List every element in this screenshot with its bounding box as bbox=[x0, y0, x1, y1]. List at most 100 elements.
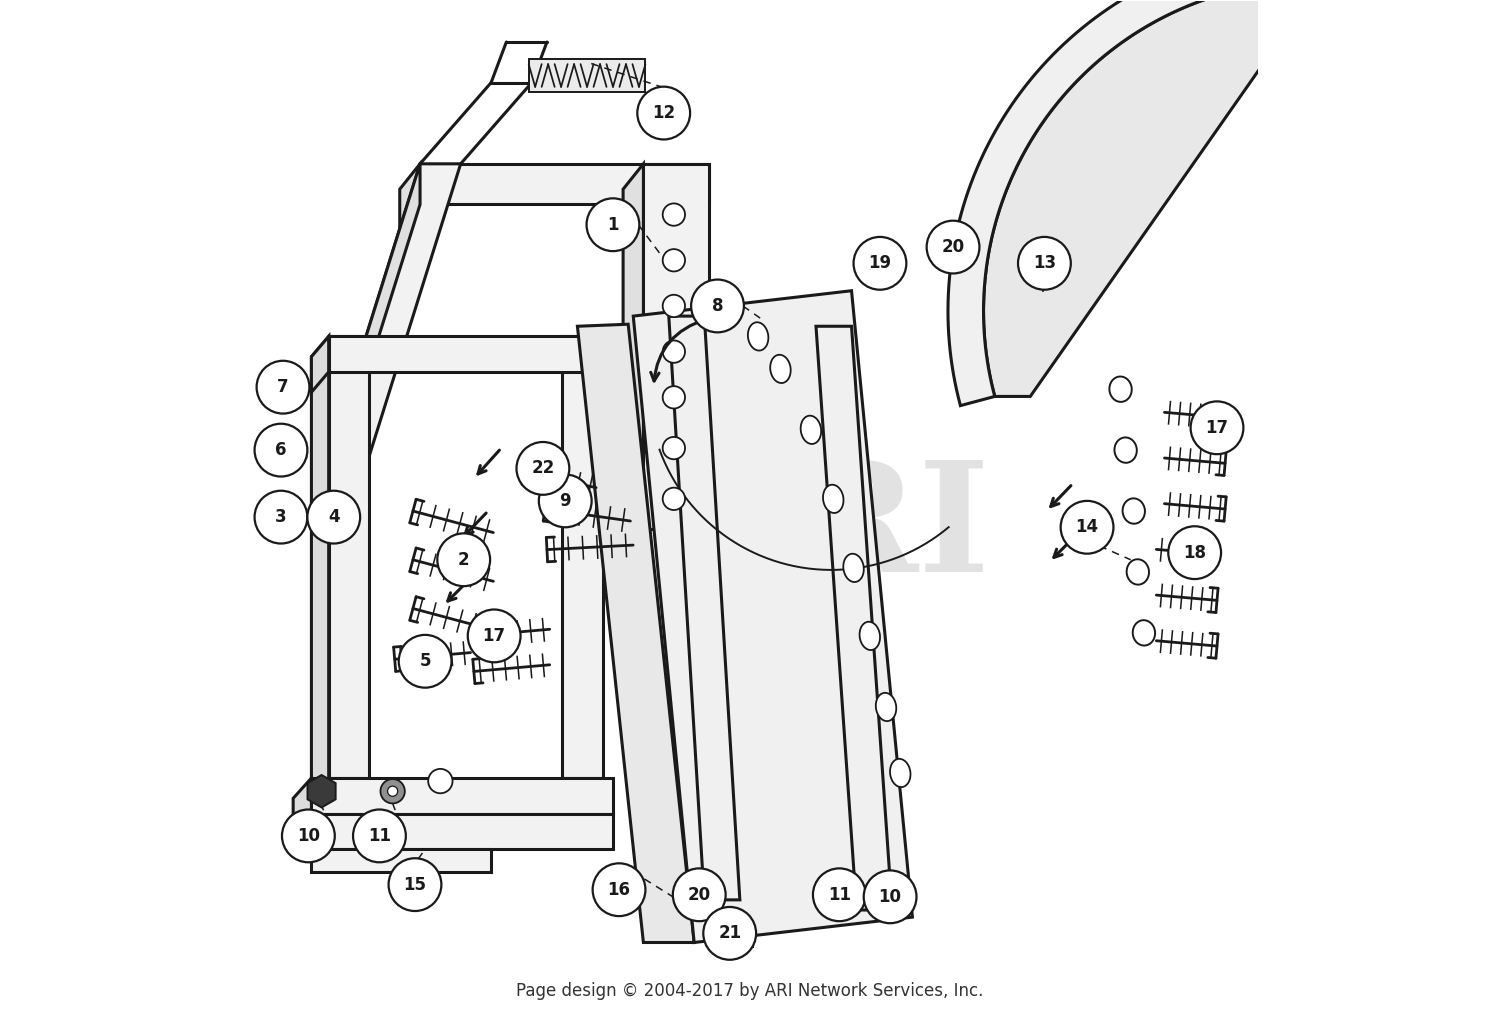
Polygon shape bbox=[952, 234, 975, 257]
Polygon shape bbox=[399, 164, 420, 230]
Circle shape bbox=[704, 907, 756, 960]
Polygon shape bbox=[984, 0, 1320, 396]
Circle shape bbox=[586, 199, 639, 251]
Circle shape bbox=[387, 786, 398, 796]
Polygon shape bbox=[312, 336, 328, 392]
Polygon shape bbox=[698, 886, 720, 908]
Ellipse shape bbox=[843, 554, 864, 582]
Polygon shape bbox=[562, 336, 603, 778]
Text: 10: 10 bbox=[297, 827, 320, 845]
Text: 9: 9 bbox=[560, 492, 572, 510]
Polygon shape bbox=[669, 317, 740, 900]
Polygon shape bbox=[948, 0, 1284, 405]
Circle shape bbox=[1060, 501, 1113, 554]
Text: 14: 14 bbox=[1076, 518, 1098, 536]
Text: 3: 3 bbox=[274, 508, 286, 526]
Text: 15: 15 bbox=[404, 875, 426, 894]
Ellipse shape bbox=[801, 415, 820, 444]
Text: 1: 1 bbox=[608, 216, 618, 234]
Text: ARI: ARI bbox=[674, 455, 990, 604]
Circle shape bbox=[516, 442, 570, 495]
Text: 11: 11 bbox=[368, 827, 392, 845]
Text: 13: 13 bbox=[1034, 254, 1056, 273]
Circle shape bbox=[927, 221, 980, 274]
Polygon shape bbox=[280, 502, 306, 532]
Circle shape bbox=[381, 779, 405, 803]
Circle shape bbox=[663, 249, 686, 272]
Polygon shape bbox=[816, 326, 892, 910]
Polygon shape bbox=[420, 164, 710, 205]
Circle shape bbox=[256, 360, 309, 413]
Ellipse shape bbox=[1122, 499, 1144, 523]
Polygon shape bbox=[280, 435, 306, 465]
Polygon shape bbox=[578, 324, 694, 943]
Circle shape bbox=[735, 929, 748, 942]
Text: 20: 20 bbox=[687, 886, 711, 904]
Circle shape bbox=[692, 280, 744, 332]
Circle shape bbox=[813, 868, 865, 921]
Circle shape bbox=[1191, 401, 1243, 454]
Text: 17: 17 bbox=[1206, 418, 1228, 437]
Circle shape bbox=[831, 885, 855, 909]
Circle shape bbox=[880, 251, 894, 264]
Circle shape bbox=[308, 491, 360, 544]
Text: 19: 19 bbox=[868, 254, 891, 273]
Circle shape bbox=[334, 510, 350, 524]
Polygon shape bbox=[312, 849, 490, 872]
Polygon shape bbox=[284, 374, 306, 400]
Polygon shape bbox=[312, 336, 328, 798]
Polygon shape bbox=[876, 246, 898, 269]
Text: 17: 17 bbox=[483, 627, 506, 644]
Circle shape bbox=[663, 295, 686, 318]
Ellipse shape bbox=[876, 693, 897, 721]
Ellipse shape bbox=[1110, 377, 1131, 402]
Text: 16: 16 bbox=[608, 881, 630, 899]
Text: 6: 6 bbox=[274, 441, 286, 459]
Circle shape bbox=[255, 491, 308, 544]
Circle shape bbox=[388, 858, 441, 911]
Polygon shape bbox=[328, 336, 603, 372]
Polygon shape bbox=[328, 336, 369, 778]
Circle shape bbox=[1019, 237, 1071, 290]
Text: 2: 2 bbox=[458, 551, 470, 569]
Polygon shape bbox=[528, 59, 645, 92]
Circle shape bbox=[592, 863, 645, 916]
Circle shape bbox=[663, 386, 686, 408]
Circle shape bbox=[663, 488, 686, 510]
Circle shape bbox=[704, 891, 716, 903]
Polygon shape bbox=[321, 164, 460, 478]
Circle shape bbox=[864, 870, 916, 923]
Polygon shape bbox=[622, 164, 644, 555]
Polygon shape bbox=[644, 164, 710, 529]
Circle shape bbox=[327, 502, 357, 532]
Polygon shape bbox=[308, 775, 336, 807]
Text: Page design © 2004-2017 by ARI Network Services, Inc.: Page design © 2004-2017 by ARI Network S… bbox=[516, 981, 984, 1000]
Text: 7: 7 bbox=[278, 378, 290, 396]
Text: 8: 8 bbox=[712, 297, 723, 315]
Ellipse shape bbox=[1114, 438, 1137, 463]
Text: 4: 4 bbox=[328, 508, 339, 526]
Text: 18: 18 bbox=[1184, 544, 1206, 562]
Text: 22: 22 bbox=[531, 459, 555, 477]
Circle shape bbox=[638, 87, 690, 139]
Circle shape bbox=[427, 769, 453, 793]
Ellipse shape bbox=[859, 622, 880, 651]
Ellipse shape bbox=[1126, 559, 1149, 584]
Circle shape bbox=[663, 437, 686, 459]
Ellipse shape bbox=[824, 485, 843, 513]
Ellipse shape bbox=[748, 323, 768, 350]
Circle shape bbox=[352, 809, 407, 862]
Circle shape bbox=[1168, 526, 1221, 579]
Ellipse shape bbox=[1132, 620, 1155, 645]
Ellipse shape bbox=[770, 354, 790, 383]
Polygon shape bbox=[312, 778, 614, 813]
Polygon shape bbox=[730, 924, 753, 947]
Text: 5: 5 bbox=[420, 653, 430, 670]
Circle shape bbox=[674, 868, 726, 921]
Text: 11: 11 bbox=[828, 886, 850, 904]
Circle shape bbox=[468, 610, 520, 663]
Circle shape bbox=[255, 423, 308, 476]
Circle shape bbox=[399, 635, 451, 688]
Text: 10: 10 bbox=[879, 888, 902, 906]
Text: 12: 12 bbox=[652, 104, 675, 122]
